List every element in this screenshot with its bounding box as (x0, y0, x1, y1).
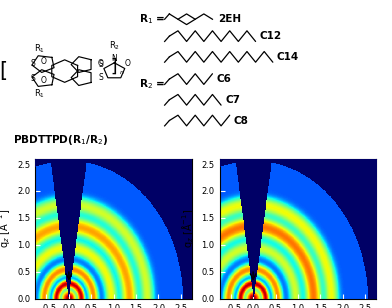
Y-axis label: q$_z$ [Å$^{-1}$]: q$_z$ [Å$^{-1}$] (0, 209, 12, 248)
Text: R$_1$ =: R$_1$ = (139, 12, 165, 26)
Text: $_n$: $_n$ (119, 68, 124, 77)
Text: C12: C12 (260, 31, 281, 41)
Text: R$_1$: R$_1$ (34, 87, 45, 99)
Text: O: O (125, 59, 131, 68)
Text: C8: C8 (234, 116, 249, 126)
Text: C14: C14 (277, 52, 299, 62)
Text: O: O (40, 57, 46, 66)
Text: S: S (30, 74, 35, 83)
Text: N: N (111, 54, 117, 63)
Text: O: O (40, 76, 46, 85)
Text: S: S (30, 59, 35, 68)
Text: [: [ (0, 61, 7, 81)
Text: C7: C7 (225, 95, 240, 105)
Text: 2EH: 2EH (218, 14, 241, 24)
Text: R$_2$: R$_2$ (109, 40, 120, 52)
Text: S: S (98, 60, 103, 69)
Text: S: S (98, 73, 103, 82)
Text: R$_2$ =: R$_2$ = (139, 78, 165, 91)
Text: O: O (98, 59, 103, 68)
Text: PBDTTPD(R$_1$/R$_2$): PBDTTPD(R$_1$/R$_2$) (13, 133, 108, 147)
Text: C6: C6 (216, 74, 231, 84)
Text: R$_1$: R$_1$ (34, 43, 45, 55)
Y-axis label: q$_z$ [Å$^{-1}$]: q$_z$ [Å$^{-1}$] (180, 209, 196, 248)
Text: ]: ] (111, 58, 117, 76)
